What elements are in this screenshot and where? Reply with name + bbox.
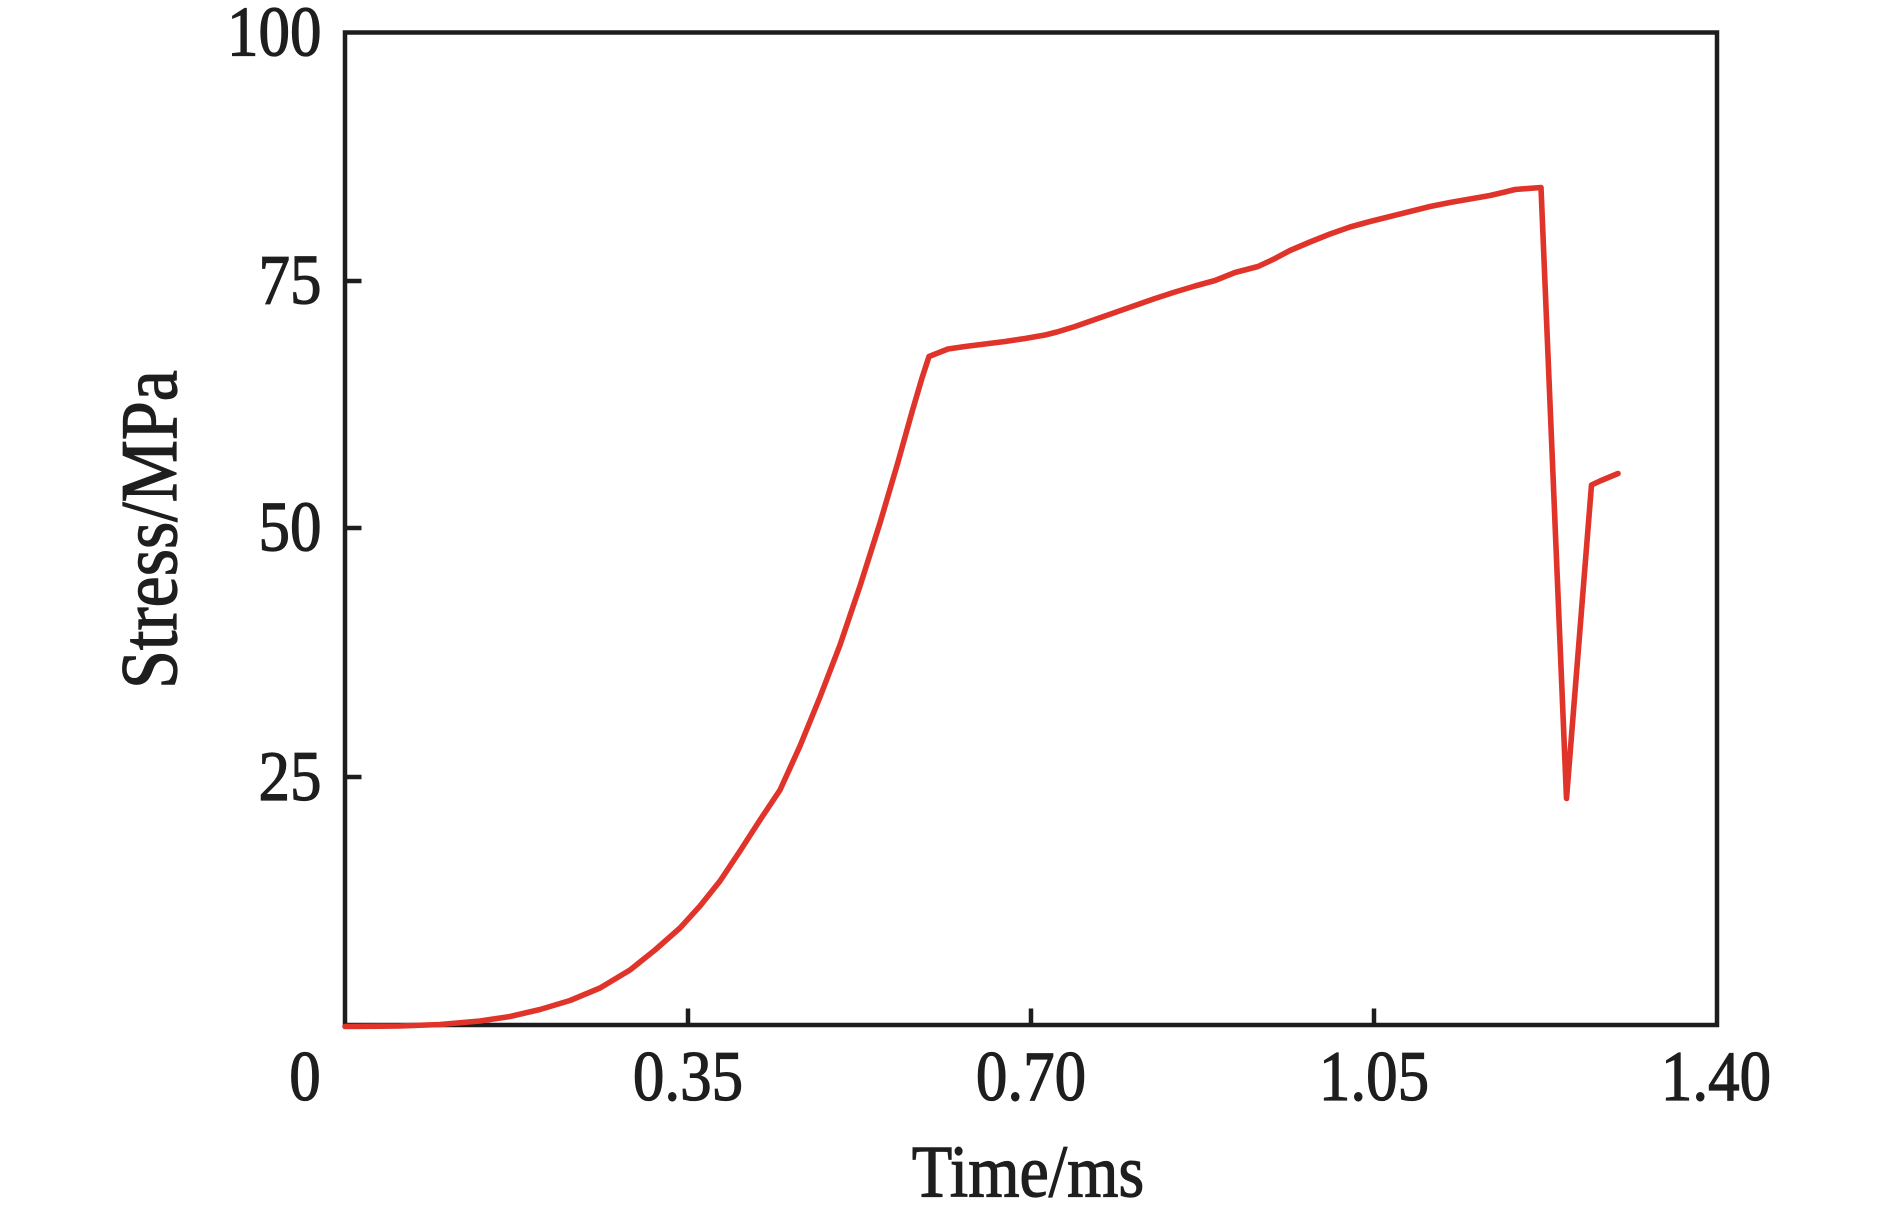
svg-text:Time/ms: Time/ms [912, 1131, 1144, 1212]
svg-text:Stress/MPa: Stress/MPa [106, 370, 195, 689]
svg-text:1.40: 1.40 [1661, 1037, 1771, 1116]
svg-text:75: 75 [259, 240, 322, 319]
svg-text:0.35: 0.35 [633, 1037, 743, 1116]
svg-text:0: 0 [289, 1037, 321, 1116]
svg-text:100: 100 [227, 0, 321, 71]
svg-text:0.70: 0.70 [976, 1037, 1086, 1116]
svg-text:50: 50 [259, 487, 322, 566]
svg-text:1.05: 1.05 [1319, 1037, 1429, 1116]
svg-text:25: 25 [259, 736, 322, 815]
